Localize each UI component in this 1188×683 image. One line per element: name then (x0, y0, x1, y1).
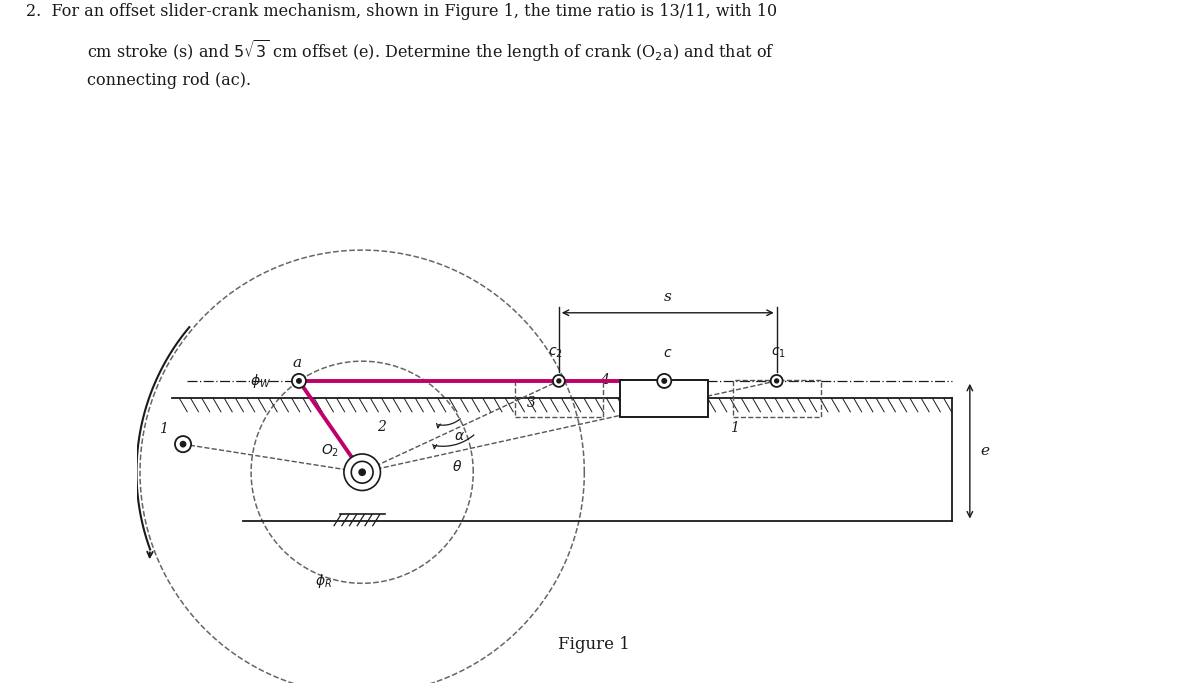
Text: $c_1$: $c_1$ (771, 346, 785, 360)
Bar (514, 380, 602, 417)
Circle shape (771, 375, 783, 387)
Text: $c_2$: $c_2$ (548, 346, 563, 360)
Bar (733, 380, 821, 417)
Circle shape (175, 436, 191, 452)
Circle shape (657, 374, 671, 388)
Text: 1: 1 (159, 421, 168, 436)
Circle shape (343, 454, 380, 490)
Text: 2: 2 (378, 419, 386, 434)
Circle shape (359, 469, 366, 475)
Bar (620, 380, 708, 417)
Circle shape (297, 378, 302, 383)
Text: $\theta$: $\theta$ (451, 459, 462, 474)
Circle shape (181, 441, 185, 447)
Circle shape (292, 374, 307, 388)
Circle shape (557, 379, 561, 383)
Text: s: s (664, 290, 671, 304)
Text: $\phi_R$: $\phi_R$ (315, 572, 331, 590)
Text: $O_2$: $O_2$ (322, 443, 340, 460)
Text: a: a (293, 356, 302, 370)
Text: Figure 1: Figure 1 (558, 636, 630, 653)
Text: $\phi_W$: $\phi_W$ (249, 372, 271, 390)
Text: 2.  For an offset slider-crank mechanism, shown in Figure 1, the time ratio is 1: 2. For an offset slider-crank mechanism,… (26, 3, 777, 20)
Text: 4: 4 (600, 372, 609, 387)
Text: 3: 3 (526, 396, 536, 410)
Circle shape (662, 378, 666, 383)
Text: e: e (980, 444, 990, 458)
Circle shape (775, 379, 778, 383)
Text: $c$: $c$ (663, 346, 672, 360)
Text: cm stroke (s) and $5\sqrt{3}$ cm offset (e). Determine the length of crank (O$_2: cm stroke (s) and $5\sqrt{3}$ cm offset … (87, 38, 775, 64)
Text: $\alpha$: $\alpha$ (454, 429, 465, 443)
Text: connecting rod (ac).: connecting rod (ac). (87, 72, 251, 89)
Text: 1: 1 (731, 421, 739, 435)
Circle shape (352, 461, 373, 483)
Circle shape (552, 375, 564, 387)
